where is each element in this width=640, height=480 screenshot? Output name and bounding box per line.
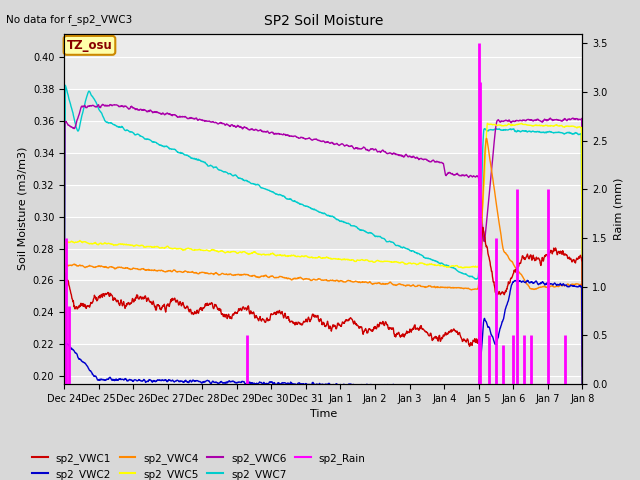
Bar — [64, 344, 582, 376]
X-axis label: Time: Time — [310, 409, 337, 419]
Legend: sp2_VWC1, sp2_VWC2, sp2_VWC4, sp2_VWC5, sp2_VWC6, sp2_VWC7, sp2_Rain: sp2_VWC1, sp2_VWC2, sp2_VWC4, sp2_VWC5, … — [28, 448, 370, 480]
Bar — [64, 89, 582, 121]
Bar — [64, 217, 582, 249]
Title: SP2 Soil Moisture: SP2 Soil Moisture — [264, 14, 383, 28]
Text: TZ_osu: TZ_osu — [67, 39, 113, 52]
Y-axis label: Raim (mm): Raim (mm) — [613, 178, 623, 240]
Bar — [64, 280, 582, 312]
Bar — [64, 153, 582, 185]
Y-axis label: Soil Moisture (m3/m3): Soil Moisture (m3/m3) — [17, 147, 27, 271]
Text: No data for f_sp2_VWC3: No data for f_sp2_VWC3 — [6, 14, 132, 25]
